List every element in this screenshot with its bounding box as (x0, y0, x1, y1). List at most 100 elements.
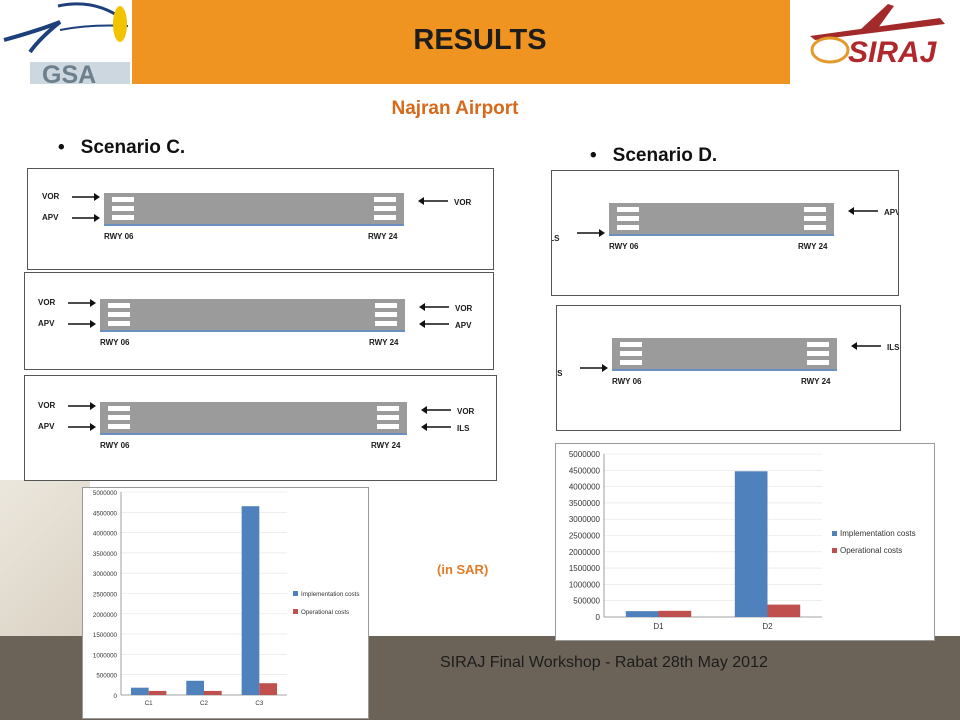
threshold-marking-24 (375, 321, 397, 326)
bullet-icon: • (58, 137, 65, 158)
scenario-c-heading: • Scenario C. (58, 137, 186, 158)
scenario-d-diagram-2: RWY 06 RWY 24 ILS ILS (550, 305, 901, 431)
approach-label-left: VOR (38, 298, 56, 307)
legend-swatch (832, 548, 837, 553)
y-tick-label: 4500000 (93, 510, 118, 517)
arrow-head-icon (90, 402, 96, 410)
approach-label-left: ILS (557, 369, 563, 378)
threshold-marking-06 (620, 360, 642, 365)
arrow-head-icon (94, 193, 100, 201)
scenario-d-heading: • Scenario D. (590, 145, 718, 166)
threshold-marking-06 (112, 215, 134, 220)
arrow-head-icon (90, 320, 96, 328)
threshold-marking-24 (374, 206, 396, 211)
legend-entry: Implementation costs (301, 591, 359, 598)
runway-label-24: RWY 24 (368, 232, 398, 241)
y-tick-label: 3000000 (93, 571, 118, 578)
gsa-logo: GSA (0, 0, 132, 89)
approach-label-right: ILS (887, 343, 900, 352)
y-tick-label: 1500000 (569, 564, 601, 573)
approach-label-left: APV (42, 213, 59, 222)
threshold-marking-06 (112, 206, 134, 211)
legend-swatch (832, 531, 837, 536)
threshold-marking-06 (108, 321, 130, 326)
runway-label-24: RWY 24 (801, 377, 831, 386)
arrow-head-icon (599, 229, 605, 237)
approach-label-left: APV (38, 422, 55, 431)
arrow-head-icon (419, 303, 425, 311)
threshold-marking-06 (617, 216, 639, 221)
threshold-marking-24 (807, 351, 829, 356)
threshold-marking-24 (807, 360, 829, 365)
scenario-d-cost-chart: 0 500000 1000000 1500000 2000000 2500000 30000… (555, 443, 935, 641)
threshold-marking-06 (617, 207, 639, 212)
arrow-head-icon (851, 342, 857, 350)
y-tick-label: 2000000 (569, 548, 601, 557)
siraj-logo: SIRAJ (790, 0, 960, 84)
threshold-marking-24 (375, 303, 397, 308)
arrow-head-icon (94, 214, 100, 222)
legend-entry: Implementation costs (840, 529, 916, 538)
x-tick-label: C2 (200, 700, 208, 707)
currency-note: (in SAR) (437, 562, 489, 577)
approach-label-right: APV (884, 208, 898, 217)
arrow-head-icon (90, 423, 96, 431)
bar-implementation-D2 (734, 471, 768, 617)
approach-label-left: ILS (552, 234, 560, 243)
legend-swatch (293, 591, 298, 596)
x-tick-label: D2 (762, 622, 773, 631)
scenario-c-diagram-1: RWY 06 RWY 24 VOR APV VOR (27, 168, 494, 270)
airport-subtitle: Najran Airport (391, 98, 519, 119)
siraj-logo-text: SIRAJ (848, 36, 938, 69)
runway (612, 338, 837, 370)
y-tick-label: 3000000 (569, 515, 601, 524)
threshold-marking-24 (804, 225, 826, 230)
y-tick-label: 5000000 (93, 490, 118, 497)
bullet-icon: • (590, 145, 597, 166)
bar-operational-D2 (767, 604, 801, 617)
scenario-c-diagram-3: RWY 06 RWY 24 VOR APV VOR ILS (24, 375, 497, 481)
threshold-marking-06 (620, 342, 642, 347)
threshold-marking-06 (108, 303, 130, 308)
y-tick-label: 3500000 (569, 499, 601, 508)
threshold-marking-06 (108, 406, 130, 411)
y-tick-label: 4000000 (93, 531, 118, 538)
y-tick-label: 1500000 (93, 632, 118, 639)
y-tick-label: 1000000 (93, 652, 118, 659)
threshold-marking-06 (617, 225, 639, 230)
threshold-marking-06 (108, 312, 130, 317)
arrow-head-icon (419, 320, 425, 328)
y-tick-label: 1000000 (569, 580, 601, 589)
y-tick-label: 4500000 (569, 466, 601, 475)
approach-label-left: APV (38, 319, 55, 328)
x-tick-label: C3 (255, 700, 263, 707)
threshold-marking-24 (375, 312, 397, 317)
y-tick-label: 2000000 (93, 612, 118, 619)
y-tick-label: 5000000 (569, 450, 601, 459)
runway (100, 299, 405, 331)
y-tick-label: 0 (596, 613, 601, 622)
threshold-marking-24 (377, 415, 399, 420)
approach-label-right: VOR (454, 198, 472, 207)
threshold-marking-06 (108, 415, 130, 420)
threshold-marking-06 (108, 424, 130, 429)
runway-label-06: RWY 06 (104, 232, 134, 241)
y-tick-label: 0 (114, 693, 118, 700)
threshold-marking-06 (620, 351, 642, 356)
y-tick-label: 2500000 (569, 532, 601, 541)
runway-label-06: RWY 06 (612, 377, 642, 386)
runway (104, 193, 404, 225)
threshold-marking-24 (374, 197, 396, 202)
approach-label-right: APV (455, 321, 472, 330)
bar-implementation-C1 (130, 687, 149, 695)
runway-label-24: RWY 24 (371, 441, 401, 450)
x-tick-label: D1 (653, 622, 664, 631)
threshold-marking-24 (807, 342, 829, 347)
threshold-marking-24 (377, 424, 399, 429)
background-watermark (0, 480, 90, 640)
approach-label-left: VOR (38, 401, 56, 410)
scenario-c-diagram-2: RWY 06 RWY 24 VOR APV VOR APV (24, 272, 494, 370)
threshold-marking-06 (112, 197, 134, 202)
approach-label-right: VOR (455, 304, 473, 313)
arrow-head-icon (90, 299, 96, 307)
